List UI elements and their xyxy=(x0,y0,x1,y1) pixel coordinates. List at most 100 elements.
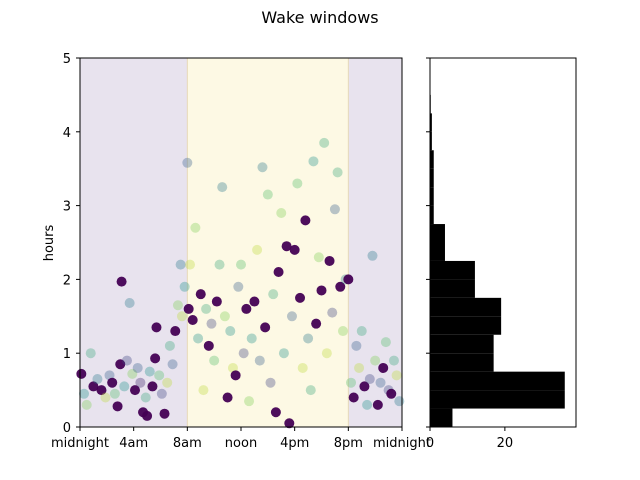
scatter-point xyxy=(321,348,332,359)
scatter-point xyxy=(140,392,151,403)
scatter-point xyxy=(367,250,378,261)
histogram-panel: 0 20 xyxy=(426,57,577,451)
histogram-x-tick-label: 20 xyxy=(497,436,514,451)
scatter-point xyxy=(265,377,276,388)
y-axis-label: hours xyxy=(42,225,57,262)
scatter-point xyxy=(159,408,170,419)
scatter-point xyxy=(359,381,370,392)
scatter-point xyxy=(185,259,196,270)
scatter-point xyxy=(329,204,340,215)
histogram-bar xyxy=(430,334,494,354)
background-bands xyxy=(80,58,402,427)
scatter-point xyxy=(201,303,212,314)
scatter-point xyxy=(190,222,201,233)
scatter-point xyxy=(154,370,165,381)
x-tick-label: midnight xyxy=(373,436,431,451)
x-tick-label: 4am xyxy=(119,436,148,451)
scatter-point xyxy=(198,385,209,396)
scatter-point xyxy=(203,340,214,351)
scatter-point xyxy=(96,385,107,396)
scatter-point xyxy=(164,340,175,351)
y-tick-label: 3 xyxy=(63,200,71,215)
histogram-x-ticks: 0 20 xyxy=(426,427,513,451)
scatter-point xyxy=(195,289,206,300)
scatter-point xyxy=(295,292,306,303)
scatter-point xyxy=(112,401,123,412)
scatter-point xyxy=(335,281,346,292)
scatter-point xyxy=(270,407,281,418)
scatter-point xyxy=(236,259,246,270)
y-tick-label: 1 xyxy=(63,347,71,362)
scatter-point xyxy=(316,285,327,296)
scatter-point xyxy=(135,377,146,388)
scatter-point xyxy=(278,348,289,359)
histogram-bar xyxy=(430,297,502,317)
scatter-point xyxy=(380,337,391,348)
scatter-point xyxy=(187,314,198,325)
scatter-point xyxy=(130,385,141,396)
histogram-bar xyxy=(430,279,475,298)
scatter-point xyxy=(343,274,354,285)
scatter-point xyxy=(388,355,399,366)
scatter-point xyxy=(252,244,263,255)
scatter-point xyxy=(119,381,130,392)
scatter-point xyxy=(394,396,405,407)
scatter-point xyxy=(281,241,292,252)
scatter-point xyxy=(313,252,324,263)
scatter-point xyxy=(249,296,260,307)
histogram-bar xyxy=(430,224,445,243)
histogram-bar xyxy=(430,390,565,409)
scatter-point xyxy=(85,348,96,359)
y-tick-label: 2 xyxy=(63,273,71,288)
scatter-point xyxy=(150,353,161,364)
scatter-point xyxy=(286,311,297,322)
scatter-point xyxy=(109,388,120,399)
scatter-point xyxy=(311,318,322,329)
scatter-point xyxy=(305,385,316,396)
scatter-point xyxy=(308,156,319,167)
scatter-point xyxy=(151,322,162,333)
scatter-point xyxy=(115,359,126,370)
scatter-point xyxy=(362,399,373,410)
scatter-point xyxy=(193,333,204,344)
scatter-point xyxy=(257,162,268,173)
scatter-point xyxy=(230,370,241,381)
scatter-point xyxy=(303,333,314,344)
background-band xyxy=(80,58,188,427)
y-axis-ticks: 0 1 2 3 4 5 xyxy=(63,52,80,436)
scatter-point xyxy=(107,377,118,388)
scatter-point xyxy=(273,267,284,278)
histogram-bar xyxy=(430,131,432,151)
scatter-point xyxy=(127,368,138,379)
scatter-point xyxy=(116,276,127,287)
scatter-point xyxy=(214,259,225,270)
histogram-bar xyxy=(430,316,502,335)
scatter-point xyxy=(88,381,99,392)
histogram-bar xyxy=(430,205,434,225)
scatter-point xyxy=(167,359,178,370)
scatter-point xyxy=(375,377,386,388)
scatter-points xyxy=(76,137,405,429)
scatter-point xyxy=(262,189,273,200)
scatter-point xyxy=(79,388,90,399)
scatter-point xyxy=(211,296,222,307)
scatter-point xyxy=(121,355,132,366)
scatter-point xyxy=(372,399,383,410)
scatter-point xyxy=(241,303,252,314)
histogram-y-ticks xyxy=(426,57,430,428)
scatter-point xyxy=(179,281,190,292)
scatter-point xyxy=(206,318,217,329)
scatter-point xyxy=(337,326,348,337)
scatter-point xyxy=(260,322,271,333)
scatter-point xyxy=(182,157,193,168)
scatter-point xyxy=(156,388,167,399)
scatter-point xyxy=(319,137,330,148)
scatter-point xyxy=(289,244,300,255)
scatter-point xyxy=(327,307,338,318)
background-band xyxy=(348,58,402,427)
scatter-point xyxy=(346,377,357,388)
y-tick-label: 4 xyxy=(63,126,71,141)
x-tick-label: 4pm xyxy=(280,436,309,451)
scatter-point xyxy=(364,374,375,385)
